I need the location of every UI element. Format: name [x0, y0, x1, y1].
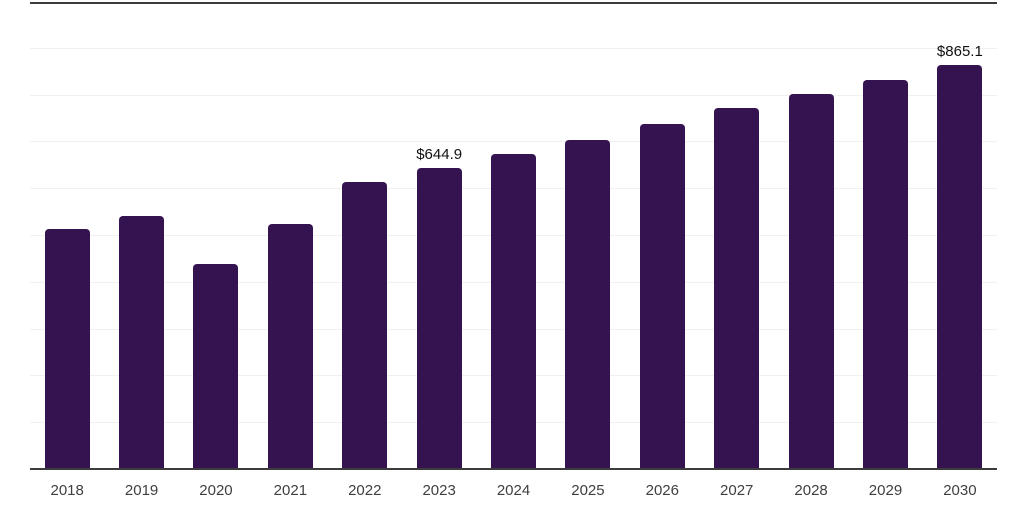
bar-2022[interactable]	[342, 181, 388, 470]
bar-2028[interactable]	[788, 93, 834, 470]
x-axis-line	[30, 468, 997, 470]
bar-slot-2018	[30, 2, 104, 470]
x-axis-label-2021: 2021	[273, 482, 308, 499]
bar-2020[interactable]	[193, 263, 239, 470]
x-axis-label-2025: 2025	[571, 482, 605, 499]
x-axis-label-2020: 2020	[199, 482, 233, 499]
bar-2030[interactable]: $865.1	[937, 44, 983, 470]
bar-slot-2026	[625, 2, 699, 470]
bar-2024[interactable]	[491, 153, 537, 470]
bar-slot-2019	[104, 2, 178, 470]
x-axis-label-2022: 2022	[348, 482, 382, 499]
gridline	[30, 141, 997, 143]
bar-2023[interactable]: $644.9	[416, 147, 462, 470]
bar-slot-2029	[848, 2, 922, 470]
x-axis-label-2028: 2028	[794, 482, 828, 499]
bar-slot-2027	[700, 2, 774, 470]
x-axis-label-2024: 2024	[496, 482, 531, 499]
bar-2021[interactable]	[267, 224, 313, 470]
bar-2025[interactable]	[565, 139, 611, 470]
bar-slot-2024	[476, 2, 550, 470]
bar-slot-2025	[551, 2, 625, 470]
x-axis-label-2030: 2030	[943, 482, 977, 499]
bar-2026[interactable]	[639, 123, 685, 470]
gridline	[30, 94, 997, 96]
bar-series: $644.9 $865.1	[30, 2, 997, 470]
bar-slot-2030: $865.1	[923, 2, 997, 470]
x-axis-label-2018: 2018	[50, 482, 84, 499]
bar-2018[interactable]	[44, 228, 90, 470]
plot-top-border	[30, 2, 997, 4]
bar-slot-2022	[328, 2, 402, 470]
bar-2029[interactable]	[862, 79, 908, 470]
x-axis-label-2026: 2026	[645, 482, 679, 499]
bar-slot-2020	[179, 2, 253, 470]
x-axis-label-2029: 2029	[868, 482, 903, 499]
x-axis-labels: 2018 2019 2020 2021 2022 2023 2024 2025 2026 2027…	[30, 481, 997, 501]
x-axis-label-2019: 2019	[124, 482, 159, 499]
bar-2027[interactable]	[714, 107, 760, 470]
x-axis-label-2027: 2027	[720, 482, 754, 499]
x-axis-label-2023: 2023	[422, 482, 456, 499]
bar-value-label-2023: $644.9	[416, 146, 463, 164]
bar-slot-2023: $644.9	[402, 2, 476, 470]
bar-2019[interactable]	[119, 216, 165, 470]
bar-slot-2028	[774, 2, 848, 470]
bar-slot-2021	[253, 2, 327, 470]
bar-value-label-2030: $865.1	[936, 43, 983, 61]
gridline	[30, 47, 997, 49]
plot-area: $644.9 $865.1	[30, 2, 997, 470]
